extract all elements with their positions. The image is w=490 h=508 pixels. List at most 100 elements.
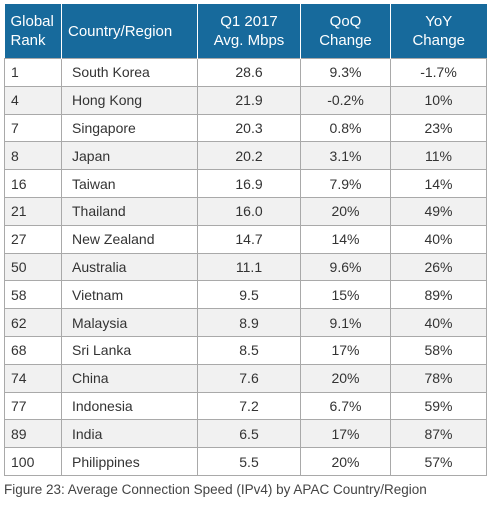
table-row: 4 Hong Kong 21.9 -0.2% 10%	[4, 85, 487, 115]
header-global-rank-line2: Rank	[10, 32, 46, 49]
qoq-change-cell: 20%	[300, 447, 391, 476]
table-row: 50 Australia 11.1 9.6% 26%	[4, 252, 487, 282]
rank-cell: 7	[4, 113, 62, 143]
qoq-change-cell: 7.9%	[300, 169, 391, 198]
figure: Global Rank Country/Region Q1 2017 Avg. …	[4, 4, 487, 497]
table-row: 16 Taiwan 16.9 7.9% 14%	[4, 169, 487, 198]
yoy-change-cell: 14%	[390, 169, 487, 198]
table-row: 21 Thailand 16.0 20% 49%	[4, 196, 487, 226]
yoy-change-cell: 23%	[390, 113, 487, 143]
yoy-change-cell: 58%	[390, 335, 487, 365]
yoy-change-cell: 40%	[390, 308, 487, 337]
table-row: 100 Philippines 5.5 20% 57%	[4, 447, 487, 476]
rank-cell: 16	[4, 169, 62, 198]
table-row: 8 Japan 20.2 3.1% 11%	[4, 141, 487, 171]
header-avg-speed: Q1 2017 Avg. Mbps	[197, 4, 301, 59]
qoq-change-cell: 20%	[300, 363, 391, 393]
qoq-change-cell: 9.1%	[300, 308, 391, 337]
avg-speed-cell: 11.1	[197, 252, 301, 282]
country-cell: Philippines	[61, 447, 198, 476]
rank-cell: 74	[4, 363, 62, 393]
avg-speed-cell: 7.6	[197, 363, 301, 393]
avg-speed-cell: 28.6	[197, 58, 301, 87]
rank-cell: 58	[4, 280, 62, 310]
country-cell: Japan	[61, 141, 198, 171]
avg-speed-cell: 5.5	[197, 447, 301, 476]
table-row: 74 China 7.6 20% 78%	[4, 363, 487, 393]
header-yoy-change-line1: YoY	[425, 13, 453, 30]
country-cell: China	[61, 363, 198, 393]
header-global-rank: Global Rank	[4, 4, 62, 59]
figure-caption: Figure 23: Average Connection Speed (IPv…	[4, 481, 427, 497]
avg-speed-cell: 16.9	[197, 169, 301, 198]
yoy-change-cell: 40%	[390, 224, 487, 254]
country-cell: South Korea	[61, 58, 198, 87]
rank-cell: 89	[4, 419, 62, 449]
qoq-change-cell: 6.7%	[300, 391, 391, 421]
table-row: 77 Indonesia 7.2 6.7% 59%	[4, 391, 487, 421]
avg-speed-cell: 21.9	[197, 85, 301, 115]
rank-cell: 8	[4, 141, 62, 171]
country-cell: Sri Lanka	[61, 335, 198, 365]
header-avg-speed-line1: Q1 2017	[220, 13, 278, 30]
country-cell: Taiwan	[61, 169, 198, 198]
country-cell: Australia	[61, 252, 198, 282]
header-qoq-change: QoQ Change	[300, 4, 391, 59]
header-yoy-change-line2: Change	[412, 32, 466, 49]
yoy-change-cell: 57%	[390, 447, 487, 476]
header-qoq-change-line2: Change	[319, 32, 372, 49]
qoq-change-cell: 3.1%	[300, 141, 391, 171]
table-row: 62 Malaysia 8.9 9.1% 40%	[4, 308, 487, 337]
avg-speed-cell: 20.3	[197, 113, 301, 143]
rank-cell: 27	[4, 224, 62, 254]
country-cell: India	[61, 419, 198, 449]
header-qoq-change-line1: QoQ	[329, 13, 362, 30]
avg-speed-cell: 14.7	[197, 224, 301, 254]
qoq-change-cell: 14%	[300, 224, 391, 254]
yoy-change-cell: 87%	[390, 419, 487, 449]
yoy-change-cell: 10%	[390, 85, 487, 115]
country-cell: Thailand	[61, 196, 198, 226]
rank-cell: 1	[4, 58, 62, 87]
table-body: 1 South Korea 28.6 9.3% -1.7% 4 Hong Kong 21.9-…	[4, 58, 487, 476]
qoq-change-cell: 9.3%	[300, 58, 391, 87]
table-row: 58 Vietnam 9.5 15% 89%	[4, 280, 487, 310]
table-row: 27 New Zealand 14.7 14% 40%	[4, 224, 487, 254]
avg-speed-cell: 8.5	[197, 335, 301, 365]
yoy-change-cell: 89%	[390, 280, 487, 310]
country-cell: Indonesia	[61, 391, 198, 421]
yoy-change-cell: 11%	[390, 141, 487, 171]
country-cell: New Zealand	[61, 224, 198, 254]
yoy-change-cell: 26%	[390, 252, 487, 282]
table-row: 68 Sri Lanka 8.5 17% 58%	[4, 335, 487, 365]
qoq-change-cell: 9.6%	[300, 252, 391, 282]
qoq-change-cell: 0.8%	[300, 113, 391, 143]
qoq-change-cell: 17%	[300, 419, 391, 449]
qoq-change-cell: 17%	[300, 335, 391, 365]
header-country-region: Country/Region	[61, 4, 198, 59]
country-cell: Malaysia	[61, 308, 198, 337]
avg-speed-cell: 7.2	[197, 391, 301, 421]
yoy-change-cell: -1.7%	[390, 58, 487, 87]
connection-speed-table: Global Rank Country/Region Q1 2017 Avg. …	[4, 4, 487, 476]
qoq-change-cell: 20%	[300, 196, 391, 226]
country-cell: Singapore	[61, 113, 198, 143]
table-header: Global Rank Country/Region Q1 2017 Avg. …	[4, 4, 487, 59]
table-row: 7 Singapore 20.3 0.8% 23%	[4, 113, 487, 143]
qoq-change-cell: 15%	[300, 280, 391, 310]
rank-cell: 62	[4, 308, 62, 337]
header-yoy-change: YoY Change	[390, 4, 487, 59]
yoy-change-cell: 49%	[390, 196, 487, 226]
avg-speed-cell: 20.2	[197, 141, 301, 171]
avg-speed-cell: 16.0	[197, 196, 301, 226]
header-avg-speed-line2: Avg. Mbps	[213, 32, 285, 49]
country-cell: Vietnam	[61, 280, 198, 310]
avg-speed-cell: 8.9	[197, 308, 301, 337]
rank-cell: 100	[4, 447, 62, 476]
rank-cell: 21	[4, 196, 62, 226]
rank-cell: 50	[4, 252, 62, 282]
header-country-region-label: Country/Region	[68, 22, 173, 40]
table-row: 89 India 6.5 17% 87%	[4, 419, 487, 449]
country-cell: Hong Kong	[61, 85, 198, 115]
yoy-change-cell: 78%	[390, 363, 487, 393]
